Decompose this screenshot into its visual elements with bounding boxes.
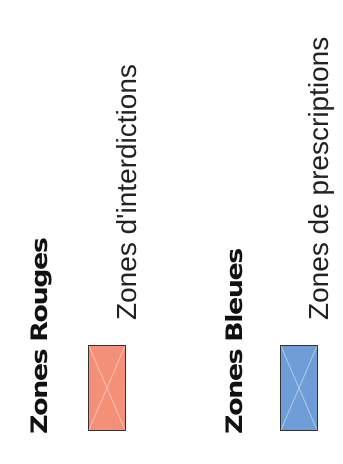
legend-description-blue-zones: Zones de prescriptions xyxy=(303,36,334,320)
red-zone-swatch xyxy=(88,345,126,431)
legend-title-red-zones: Zones Rouges xyxy=(27,238,53,434)
blue-zone-swatch xyxy=(280,345,318,431)
swatch-cross-pattern-icon xyxy=(281,346,317,430)
legend-description-red-zones: Zones d'interdictions xyxy=(111,64,142,320)
swatch-cross-pattern-icon xyxy=(89,346,125,430)
legend-title-blue-zones: Zones Bleues xyxy=(222,249,248,434)
